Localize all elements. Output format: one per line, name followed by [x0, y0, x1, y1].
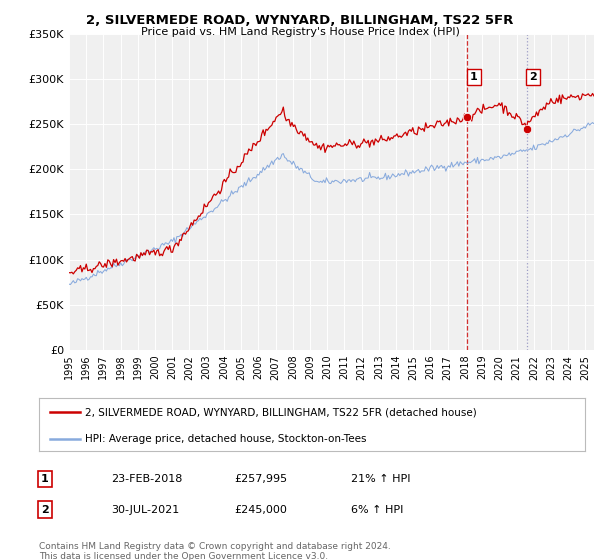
Text: 1: 1 [41, 474, 49, 484]
Text: HPI: Average price, detached house, Stockton-on-Tees: HPI: Average price, detached house, Stoc… [85, 434, 367, 444]
Text: 2: 2 [41, 505, 49, 515]
Text: Contains HM Land Registry data © Crown copyright and database right 2024.
This d: Contains HM Land Registry data © Crown c… [39, 542, 391, 560]
Text: 30-JUL-2021: 30-JUL-2021 [111, 505, 179, 515]
Text: 1: 1 [470, 72, 478, 82]
Text: 2: 2 [529, 72, 537, 82]
Text: Price paid vs. HM Land Registry's House Price Index (HPI): Price paid vs. HM Land Registry's House … [140, 27, 460, 37]
Text: 6% ↑ HPI: 6% ↑ HPI [351, 505, 403, 515]
Text: 23-FEB-2018: 23-FEB-2018 [111, 474, 182, 484]
Text: 2, SILVERMEDE ROAD, WYNYARD, BILLINGHAM, TS22 5FR (detached house): 2, SILVERMEDE ROAD, WYNYARD, BILLINGHAM,… [85, 408, 477, 418]
Text: £245,000: £245,000 [234, 505, 287, 515]
Text: £257,995: £257,995 [234, 474, 287, 484]
Text: 21% ↑ HPI: 21% ↑ HPI [351, 474, 410, 484]
Text: 2, SILVERMEDE ROAD, WYNYARD, BILLINGHAM, TS22 5FR: 2, SILVERMEDE ROAD, WYNYARD, BILLINGHAM,… [86, 14, 514, 27]
